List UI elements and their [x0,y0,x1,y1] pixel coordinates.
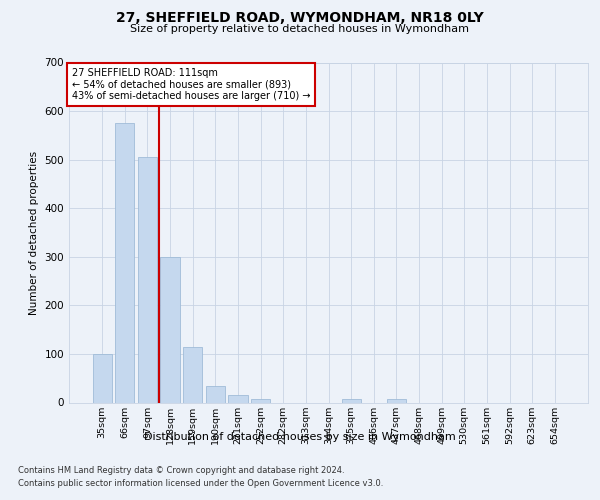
Bar [92,354,112,403]
Text: 27 SHEFFIELD ROAD: 111sqm
← 54% of detached houses are smaller (893)
43% of semi: 27 SHEFFIELD ROAD: 111sqm ← 54% of detac… [71,68,310,101]
Bar [206,386,225,402]
Bar [115,123,134,402]
Bar [160,257,180,402]
Text: Contains public sector information licensed under the Open Government Licence v3: Contains public sector information licen… [18,479,383,488]
Bar [341,398,361,402]
Bar [251,398,270,402]
Bar [229,395,248,402]
Bar [183,346,202,403]
Y-axis label: Number of detached properties: Number of detached properties [29,150,39,314]
Bar [387,398,406,402]
Text: Distribution of detached houses by size in Wymondham: Distribution of detached houses by size … [144,432,456,442]
Bar [138,157,157,402]
Text: 27, SHEFFIELD ROAD, WYMONDHAM, NR18 0LY: 27, SHEFFIELD ROAD, WYMONDHAM, NR18 0LY [116,11,484,25]
Text: Size of property relative to detached houses in Wymondham: Size of property relative to detached ho… [131,24,470,34]
Text: Contains HM Land Registry data © Crown copyright and database right 2024.: Contains HM Land Registry data © Crown c… [18,466,344,475]
